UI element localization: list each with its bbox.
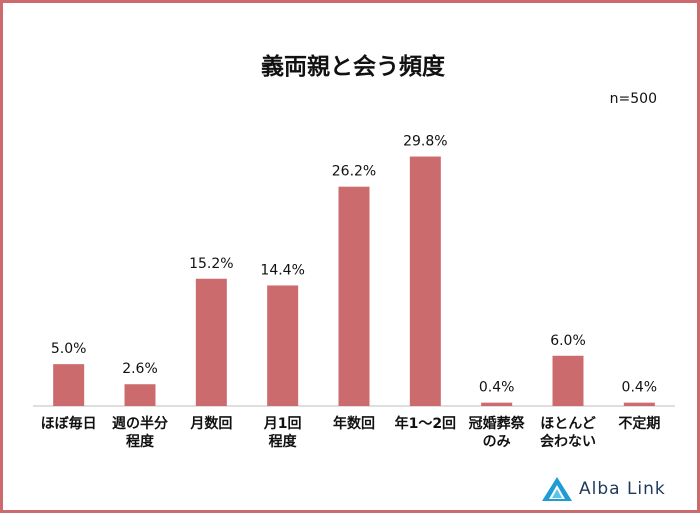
category-label-6-0: 冠婚葬祭 — [469, 415, 526, 432]
category-label-3-0: 月1回 — [263, 416, 302, 432]
data-label-1: 2.6% — [122, 361, 158, 377]
bar-1 — [124, 384, 156, 406]
data-label-7: 6.0% — [550, 333, 586, 349]
category-label-7-0: ほとんど — [540, 416, 596, 432]
bar-4 — [338, 186, 370, 406]
data-label-3: 14.4% — [260, 262, 304, 278]
bar-2 — [195, 278, 227, 406]
bar-7 — [552, 355, 584, 406]
data-label-4: 26.2% — [332, 164, 376, 180]
bar-3 — [267, 285, 299, 406]
category-label-5-0: 年1～2回 — [395, 415, 456, 432]
data-label-5: 29.8% — [403, 134, 447, 150]
category-label-2-0: 月数回 — [189, 415, 232, 432]
bar-6 — [481, 402, 513, 406]
category-label-0-0: ほぼ毎日 — [41, 415, 97, 432]
data-label-2: 15.2% — [189, 256, 233, 272]
bar-chart: 5.0%ほぼ毎日2.6%週の半分程度15.2%月数回14.4%月1回程度26.2… — [33, 134, 675, 450]
bar-5 — [409, 156, 441, 406]
bar-8 — [623, 402, 655, 406]
category-label-6-1: のみ — [483, 434, 511, 450]
category-label-1-0: 週の半分 — [112, 415, 168, 432]
chart-title: 義両親と会う頻度 — [261, 54, 445, 80]
category-label-7-1: 会わない — [540, 433, 596, 450]
bar-0 — [53, 364, 85, 406]
bar-group: 5.0%ほぼ毎日2.6%週の半分程度15.2%月数回14.4%月1回程度26.2… — [41, 134, 661, 450]
alba-link-logo-text: Alba Link — [579, 479, 666, 499]
category-label-3-1: 程度 — [269, 433, 298, 450]
data-label-6: 0.4% — [479, 380, 515, 396]
alba-link-logo-icon — [542, 477, 572, 501]
alba-link-logo: Alba Link — [541, 475, 666, 503]
category-label-4-0: 年数回 — [333, 415, 375, 432]
data-label-0: 5.0% — [51, 341, 87, 357]
category-label-1-1: 程度 — [126, 433, 155, 450]
sample-size-note: n=500 — [609, 91, 657, 107]
category-label-8-0: 不定期 — [618, 415, 660, 432]
data-label-8: 0.4% — [622, 380, 658, 396]
